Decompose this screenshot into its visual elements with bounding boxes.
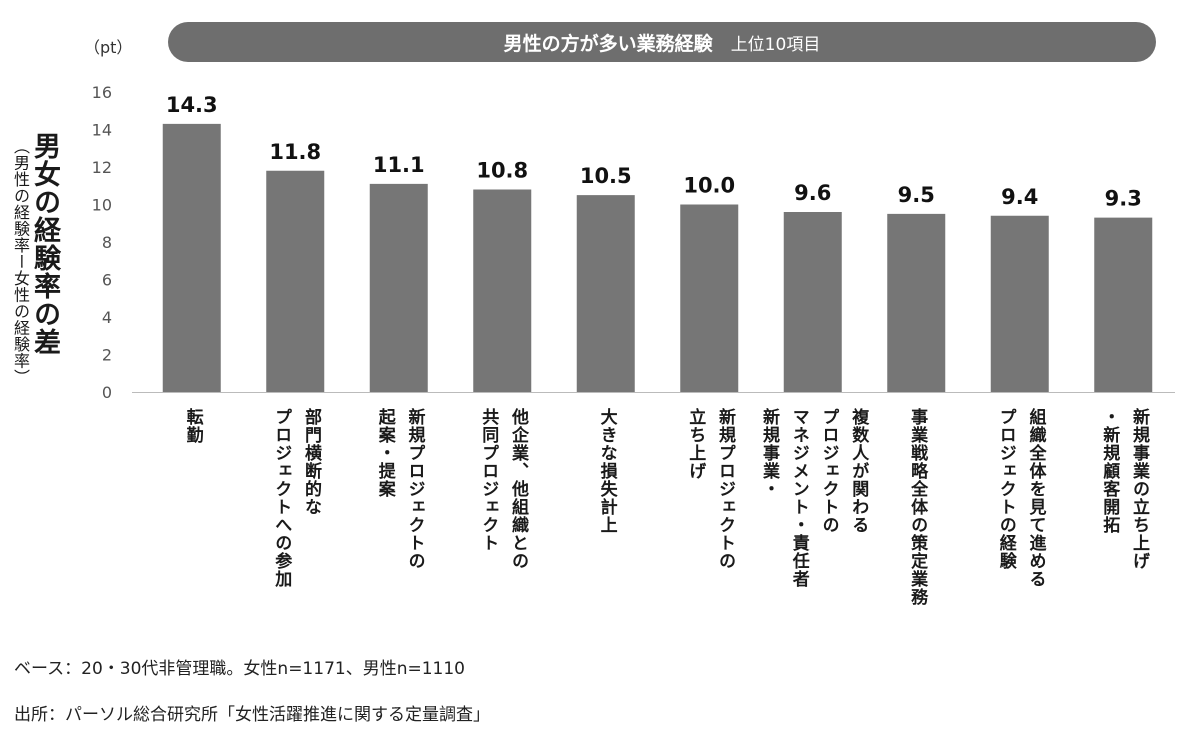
bar: [680, 204, 739, 392]
bar: [369, 183, 428, 392]
category-label: 部門横断的な プロジェクトへの参加: [244, 408, 348, 638]
category-label: 転勤: [140, 408, 244, 638]
value-label: 9.6: [794, 181, 831, 205]
category-label: 新規プロジェクトの 起案・提案: [347, 408, 451, 638]
y-tick-label: 14: [92, 121, 112, 140]
category-label-text: 部門横断的な プロジェクトへの参加: [271, 408, 321, 588]
category-label-text: 新規プロジェクトの 立ち上げ: [685, 408, 735, 570]
category-label: 新規事業の立ち上げ ・新規顧客開拓: [1072, 408, 1176, 638]
category-label-text: 転勤: [182, 408, 203, 444]
value-label: 9.4: [1001, 185, 1038, 209]
y-tick-label: 16: [92, 83, 112, 102]
value-label: 10.8: [476, 159, 528, 183]
category-label-text: 新規事業の立ち上げ ・新規顧客開拓: [1099, 408, 1149, 570]
y-tick-label: 2: [102, 346, 112, 365]
value-label: 10.5: [580, 164, 632, 188]
footnote-source: 出所：パーソル総合研究所「女性活躍推進に関する定量調査」: [14, 705, 490, 725]
y-tick-label: 0: [102, 383, 112, 402]
footnote-base: ベース：20・30代非管理職。女性n=1171、男性n=1110: [14, 659, 465, 679]
chart-title: 男性の方が多い業務経験: [503, 32, 713, 55]
y-axis-unit: （pt）: [84, 38, 133, 57]
category-label-text: 組織全体を見て進める プロジェクトの経験: [995, 408, 1046, 588]
category-label-text: 複数人が関わる プロジェクトの マネジメント・責任者 新規事業・: [759, 408, 869, 588]
value-label: 11.8: [269, 140, 321, 164]
chart-subtitle: 上位10項目: [730, 34, 821, 55]
y-tick-label: 6: [102, 271, 112, 290]
value-label: 9.3: [1105, 187, 1142, 211]
bar: [576, 195, 635, 392]
y-tick-label: 10: [92, 196, 112, 215]
bar: [1094, 217, 1153, 392]
category-label-text: 新規プロジェクトの 起案・提案: [374, 408, 425, 570]
bar: [887, 213, 946, 392]
category-label-text: 大きな損失計上: [596, 408, 617, 534]
category-label-text: 事業戦略全体の策定業務: [907, 408, 928, 606]
bar: [473, 189, 532, 392]
bar: [990, 215, 1049, 392]
bar: [266, 170, 325, 392]
category-label: 事業戦略全体の策定業務: [865, 408, 969, 638]
y-axis-title-sub: （男性の経験率ー女性の経験率）: [11, 138, 30, 386]
value-label: 10.0: [683, 174, 735, 198]
chart-title-bar: 男性の方が多い業務経験 上位10項目: [168, 22, 1156, 62]
category-label: 複数人が関わる プロジェクトの マネジメント・責任者 新規事業・: [759, 408, 868, 638]
category-label: 大きな損失計上: [554, 408, 658, 638]
y-tick-label: 8: [102, 233, 112, 252]
y-axis-title-main: 男女の経験率の差: [29, 132, 60, 356]
category-label-text: 他企業、他組織との 共同プロジェクト: [478, 408, 528, 570]
category-label: 他企業、他組織との 共同プロジェクト: [451, 408, 555, 638]
value-label: 11.1: [373, 153, 425, 177]
y-axis-title: 男女の経験率の差 （男性の経験率ー女性の経験率）: [4, 132, 68, 386]
value-label: 9.5: [898, 183, 935, 207]
bar: [162, 123, 221, 392]
y-tick-label: 12: [92, 158, 112, 177]
category-label: 組織全体を見て進める プロジェクトの経験: [968, 408, 1072, 638]
value-label: 14.3: [166, 93, 218, 117]
bar: [783, 212, 842, 392]
category-label: 新規プロジェクトの 立ち上げ: [658, 408, 762, 638]
y-tick-label: 4: [102, 308, 112, 327]
